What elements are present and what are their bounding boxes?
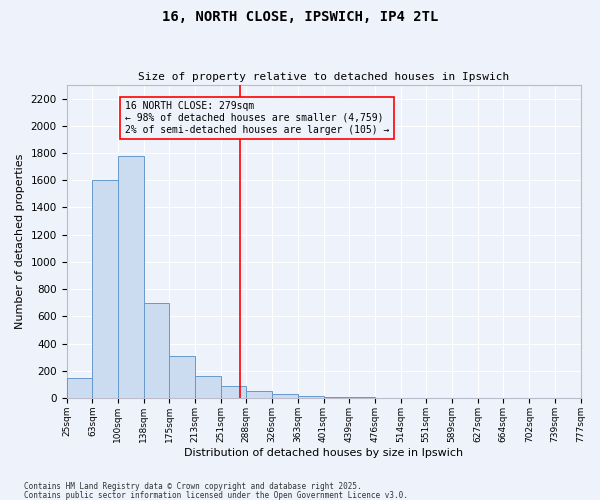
Y-axis label: Number of detached properties: Number of detached properties [15, 154, 25, 329]
Bar [92, 180, 118, 398]
Text: 16 NORTH CLOSE: 279sqm
← 98% of detached houses are smaller (4,759)
2% of semi-d: 16 NORTH CLOSE: 279sqm ← 98% of detached… [125, 102, 389, 134]
X-axis label: Distribution of detached houses by size in Ipswich: Distribution of detached houses by size … [184, 448, 463, 458]
Bar [272, 394, 298, 398]
Bar [246, 391, 272, 398]
Text: Contains HM Land Registry data © Crown copyright and database right 2025.: Contains HM Land Registry data © Crown c… [24, 482, 362, 491]
Bar [144, 302, 169, 398]
Title: Size of property relative to detached houses in Ipswich: Size of property relative to detached ho… [138, 72, 509, 82]
Bar [195, 376, 221, 398]
Bar [323, 397, 349, 398]
Bar [118, 156, 144, 398]
Text: Contains public sector information licensed under the Open Government Licence v3: Contains public sector information licen… [24, 490, 408, 500]
Bar [298, 396, 323, 398]
Bar [221, 386, 246, 398]
Bar [169, 356, 195, 398]
Bar [67, 378, 92, 398]
Text: 16, NORTH CLOSE, IPSWICH, IP4 2TL: 16, NORTH CLOSE, IPSWICH, IP4 2TL [162, 10, 438, 24]
